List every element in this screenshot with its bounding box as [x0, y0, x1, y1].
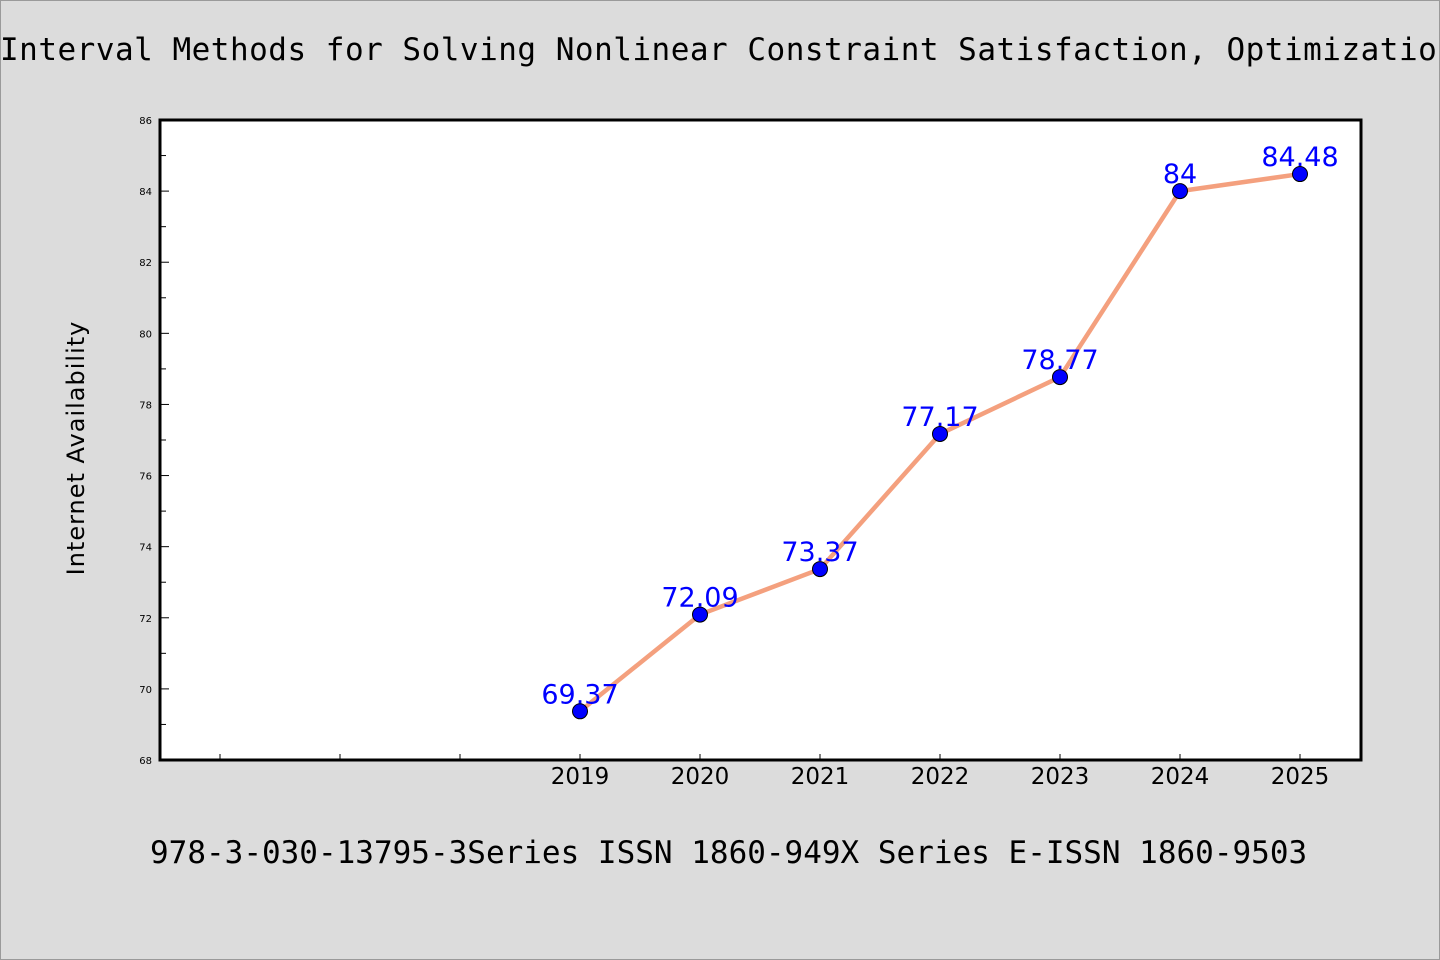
y-tick-label: 76	[139, 472, 152, 483]
chart-title: Interval Methods for Solving Nonlinear C…	[0, 32, 1440, 68]
data-point	[932, 425, 948, 442]
footer-text: 978-3-030-13795-3Series ISSN 1860-949X S…	[150, 835, 1308, 871]
data-point	[692, 606, 708, 623]
y-tick-label: 78	[139, 400, 152, 411]
x-tick-label: 2022	[911, 764, 970, 790]
data-label: 84	[1163, 159, 1197, 190]
y-tick-label: 82	[139, 258, 152, 269]
data-point	[1052, 369, 1068, 386]
data-point	[572, 703, 588, 720]
data-point	[1172, 183, 1188, 200]
plot-area	[158, 118, 1363, 762]
y-tick-label: 80	[139, 329, 152, 340]
x-tick-label: 2021	[791, 764, 850, 790]
data-label: 69.37	[541, 679, 618, 710]
y-tick-label: 70	[139, 685, 152, 696]
data-point	[812, 561, 828, 578]
data-label: 78.77	[1021, 345, 1098, 376]
x-tick-label: 2025	[1271, 764, 1330, 790]
data-label: 73.37	[781, 537, 858, 568]
y-tick-label: 84	[139, 187, 152, 198]
x-tick-label: 2023	[1031, 764, 1090, 790]
data-label: 77.17	[901, 402, 978, 433]
y-tick-label: 86	[139, 116, 152, 127]
x-tick-label: 2020	[671, 764, 730, 790]
y-tick-label: 74	[139, 543, 152, 554]
data-label: 84.48	[1261, 142, 1338, 173]
y-tick-label: 72	[139, 614, 152, 625]
x-tick-label: 2019	[551, 764, 610, 790]
data-point	[1292, 166, 1308, 183]
data-label: 72.09	[661, 583, 738, 614]
x-tick-label: 2024	[1151, 764, 1210, 790]
y-tick-label: 68	[139, 756, 152, 767]
